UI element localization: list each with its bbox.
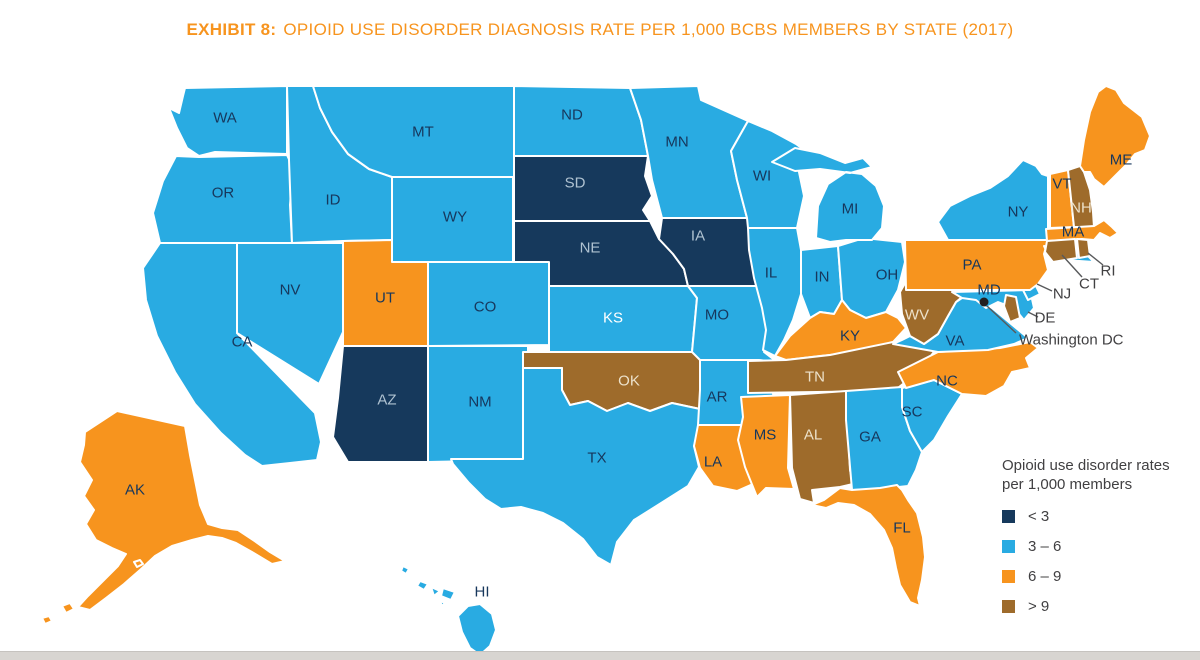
state-label-md: MD xyxy=(977,282,1000,299)
state-fl xyxy=(811,484,926,607)
state-wi xyxy=(730,120,805,229)
state-label-nv: NV xyxy=(280,282,301,299)
legend-item-1: 3 – 6 xyxy=(1002,538,1197,555)
state-label-vt: VT xyxy=(1052,176,1071,193)
legend-swatch-2 xyxy=(1002,570,1015,583)
legend-title-line1: Opioid use disorder rates xyxy=(1002,457,1170,474)
state-label-oh: OH xyxy=(876,267,899,284)
legend-item-0: < 3 xyxy=(1002,508,1197,525)
state-label-id: ID xyxy=(326,192,341,209)
state-label-or: OR xyxy=(212,185,235,202)
state-label-ar: AR xyxy=(707,389,728,406)
state-label-nc: NC xyxy=(936,373,958,390)
state-de xyxy=(1003,294,1021,323)
callout-label-dc: Washington DC xyxy=(1019,332,1124,349)
exhibit-title: EXHIBIT 8: OPIOID USE DISORDER DIAGNOSIS … xyxy=(0,20,1200,40)
legend-items: < 3 3 – 6 6 – 9 > 9 xyxy=(1002,508,1197,615)
state-label-ms: MS xyxy=(754,427,777,444)
state-label-pa: PA xyxy=(963,257,982,274)
state-label-ia: IA xyxy=(691,228,705,245)
callout-line-de xyxy=(1027,311,1039,318)
state-label-me: ME xyxy=(1110,152,1133,169)
callout-line-nj xyxy=(1036,283,1053,292)
state-label-ca: CA xyxy=(232,334,253,351)
callout-label-ct: CT xyxy=(1079,276,1099,293)
legend-label-3: > 9 xyxy=(1028,598,1050,615)
state-label-fl: FL xyxy=(893,520,911,537)
legend-swatch-3 xyxy=(1002,600,1015,613)
state-label-ne: NE xyxy=(580,240,601,257)
state-label-wv: WV xyxy=(905,307,929,324)
state-label-nd: ND xyxy=(561,107,583,124)
callout-line-dc xyxy=(986,305,1017,334)
state-label-ny: NY xyxy=(1008,204,1029,221)
state-label-la: LA xyxy=(704,454,722,471)
state-label-sc: SC xyxy=(902,404,923,421)
legend-label-2: 6 – 9 xyxy=(1028,568,1062,585)
state-label-mt: MT xyxy=(412,124,434,141)
state-label-co: CO xyxy=(474,299,497,316)
state-label-hi: HI xyxy=(475,584,490,601)
state-label-mn: MN xyxy=(665,134,688,151)
bottom-page-edge-bar xyxy=(0,651,1200,660)
legend-label-1: 3 – 6 xyxy=(1028,538,1062,555)
callout-label-de: DE xyxy=(1035,310,1056,327)
exhibit-title-text: OPIOID USE DISORDER DIAGNOSIS RATE PER 1… xyxy=(283,20,1014,39)
state-label-nm: NM xyxy=(468,394,491,411)
state-label-ak: AK xyxy=(125,482,145,499)
legend-swatch-1 xyxy=(1002,540,1015,553)
state-hi xyxy=(400,565,497,656)
legend-title: Opioid use disorder rates per 1,000 memb… xyxy=(1002,456,1197,494)
state-nv xyxy=(236,242,344,385)
state-label-tn: TN xyxy=(805,369,825,386)
state-label-wi: WI xyxy=(753,168,771,185)
state-label-in: IN xyxy=(815,269,830,286)
state-label-ut: UT xyxy=(375,290,395,307)
state-label-mi: MI xyxy=(842,201,859,218)
state-label-ky: KY xyxy=(840,328,860,345)
legend-item-2: 6 – 9 xyxy=(1002,568,1197,585)
state-label-wy: WY xyxy=(443,209,467,226)
legend-item-3: > 9 xyxy=(1002,598,1197,615)
state-label-tx: TX xyxy=(587,450,606,467)
legend-swatch-0 xyxy=(1002,510,1015,523)
state-mi xyxy=(771,147,885,243)
state-tx xyxy=(450,367,701,566)
state-label-il: IL xyxy=(765,265,778,282)
state-al xyxy=(789,390,854,504)
legend-title-line2: per 1,000 members xyxy=(1002,476,1133,493)
legend-label-0: < 3 xyxy=(1028,508,1050,525)
state-label-sd: SD xyxy=(565,175,586,192)
state-me xyxy=(1079,85,1151,188)
state-ms xyxy=(737,394,795,498)
state-ca xyxy=(142,242,322,467)
state-label-va: VA xyxy=(946,333,965,350)
state-label-wa: WA xyxy=(213,110,237,127)
callout-line-ct xyxy=(1061,254,1083,278)
state-label-ks: KS xyxy=(603,310,623,327)
callout-line-ri xyxy=(1087,252,1104,266)
state-label-mo: MO xyxy=(705,307,729,324)
state-ct xyxy=(1044,238,1078,263)
callout-label-nj: NJ xyxy=(1053,286,1071,303)
washington-dc-marker xyxy=(979,297,989,307)
callout-label-ri: RI xyxy=(1101,263,1116,280)
state-label-ga: GA xyxy=(859,429,881,446)
map-legend: Opioid use disorder rates per 1,000 memb… xyxy=(1002,456,1197,615)
state-label-nh: NH xyxy=(1070,200,1092,217)
exhibit-number: EXHIBIT 8: xyxy=(186,20,277,39)
state-label-ok: OK xyxy=(618,373,640,390)
state-label-ma: MA xyxy=(1062,224,1085,241)
state-label-az: AZ xyxy=(377,392,396,409)
state-ak xyxy=(41,410,286,625)
state-ri xyxy=(1076,238,1091,259)
state-wa xyxy=(168,85,288,157)
state-label-al: AL xyxy=(804,427,822,444)
